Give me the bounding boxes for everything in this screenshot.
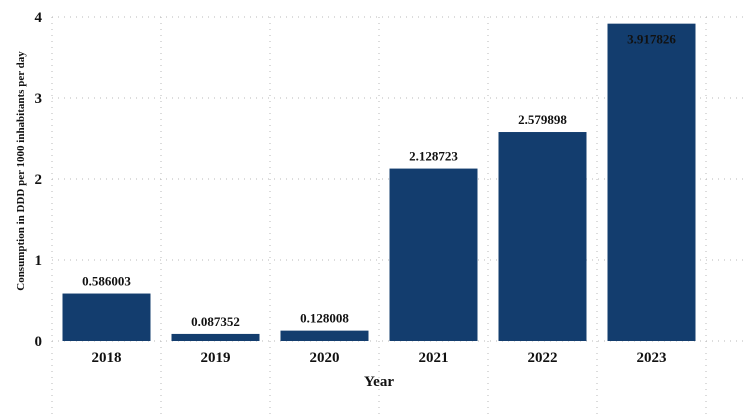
y-axis-title: Consumption in DDD per 1000 inhabitants …	[15, 51, 27, 291]
x-axis-title: Year	[364, 374, 394, 390]
x-tick-label: 2019	[201, 350, 231, 366]
x-tick-label: 2020	[310, 350, 340, 366]
bar-value-label: 0.087352	[191, 314, 240, 329]
bars	[62, 23, 696, 341]
y-tick-labels: 0 1 2 3 4	[35, 10, 43, 350]
x-tick-label: 2022	[528, 350, 558, 366]
bar-2019	[171, 333, 260, 341]
bar-2022	[498, 132, 587, 341]
bar-value-label: 0.586003	[82, 274, 131, 289]
y-tick-label: 1	[35, 253, 43, 269]
y-tick-label: 0	[35, 334, 43, 350]
x-tick-labels: 2018 2019 2020 2021 2022 2023	[92, 350, 667, 366]
bar-value-label: 0.128008	[300, 311, 349, 326]
bar-value-label: 2.579898	[518, 112, 567, 127]
bar-2020	[280, 330, 369, 341]
x-tick-label: 2021	[419, 350, 449, 366]
x-tick-label: 2023	[637, 350, 667, 366]
grid-lines	[51, 16, 745, 414]
x-tick-label: 2018	[92, 350, 122, 366]
bar-value-labels: 0.586003 0.087352 0.128008 2.128723 2.579898…	[82, 32, 676, 329]
y-tick-label: 2	[35, 172, 43, 188]
bar-value-label: 2.128723	[409, 149, 458, 164]
bar-value-label: 3.917826	[627, 32, 676, 47]
bar-2018	[62, 293, 151, 341]
y-tick-label: 4	[35, 10, 43, 26]
bar-2023	[607, 23, 696, 341]
bar-2021	[389, 168, 478, 341]
y-tick-label: 3	[35, 91, 43, 107]
